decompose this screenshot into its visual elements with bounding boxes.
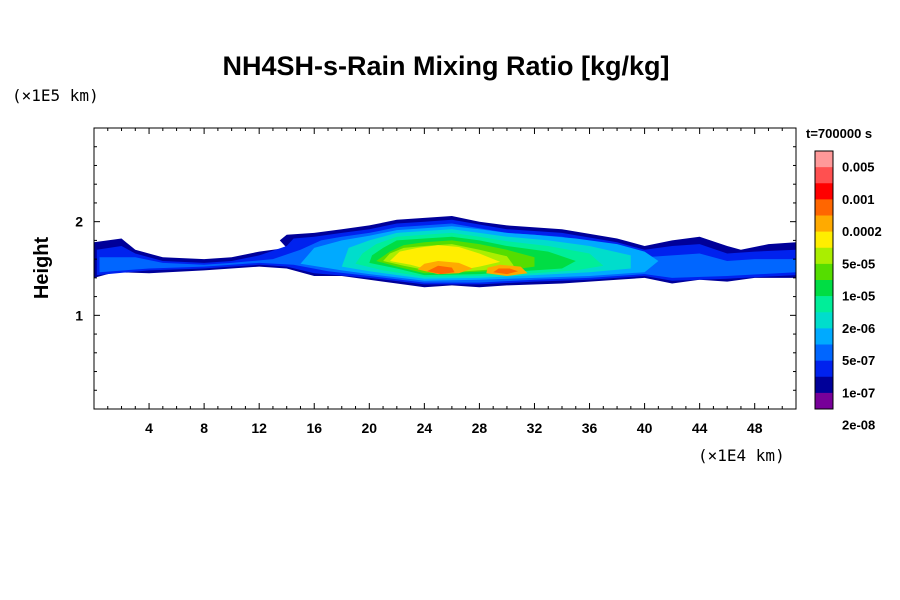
colorbar-label: 5e-05 <box>842 256 875 271</box>
colorbar-swatch <box>815 167 833 184</box>
x-tick-label: 40 <box>637 420 653 436</box>
x-tick-label: 44 <box>692 420 708 436</box>
x-tick-label: 36 <box>582 420 598 436</box>
x-tick-label: 16 <box>306 420 322 436</box>
colorbar-label: 0.005 <box>842 160 875 175</box>
y-tick-label: 1 <box>75 307 83 323</box>
y-axis-label: Height <box>31 237 53 300</box>
colorbar-swatch <box>815 199 833 216</box>
colorbar-swatch <box>815 392 833 410</box>
colorbar-swatch <box>815 280 833 297</box>
y-unit-label: (×1E5 km) <box>12 86 99 105</box>
colorbar-swatch <box>815 215 833 232</box>
colorbar-swatch <box>815 376 833 394</box>
colorbar-swatch <box>815 247 833 265</box>
x-tick-label: 48 <box>747 420 763 436</box>
colorbar-label: 0.001 <box>842 192 875 207</box>
plot-frame <box>93 127 797 410</box>
x-tick-label: 32 <box>527 420 543 436</box>
contour-fill-group <box>94 216 796 288</box>
x-tick-label: 28 <box>472 420 488 436</box>
colorbar-swatch <box>815 360 833 378</box>
x-tick-label: 24 <box>417 420 433 436</box>
contour-region-13 <box>493 268 518 275</box>
time-label: t=700000 s <box>806 126 872 141</box>
colorbar-swatch <box>815 231 833 249</box>
colorbar-frame <box>814 150 834 410</box>
colorbar-label: 2e-08 <box>842 418 875 433</box>
colorbar-label: 2e-06 <box>842 321 875 336</box>
colorbar-label: 1e-05 <box>842 289 875 304</box>
x-tick-label: 12 <box>251 420 267 436</box>
colorbar-label: 1e-07 <box>842 385 875 400</box>
contour-region-9 <box>389 245 501 271</box>
x-tick-label: 8 <box>200 420 208 436</box>
colorbar-swatch <box>815 151 833 168</box>
colorbar-swatch <box>815 328 833 345</box>
colorbar-swatch <box>815 183 833 200</box>
colorbar-swatch <box>815 344 833 361</box>
colorbar-label: 0.0002 <box>842 224 882 239</box>
x-tick-label: 4 <box>145 420 153 436</box>
y-tick-label: 2 <box>75 214 83 230</box>
colorbar-label: 5e-07 <box>842 353 875 368</box>
colorbar-swatch <box>815 312 833 329</box>
colorbar-swatch <box>815 263 833 281</box>
x-unit-label: (×1E4 km) <box>698 446 785 465</box>
colorbar: 0.005 0.001 0.0002 5e-05 1e-05 2e-06 5e-07 1e-0… <box>814 150 882 433</box>
contour-region-14 <box>651 259 796 276</box>
contour-region-12 <box>427 265 455 275</box>
chart-title: NH4SH-s-Rain Mixing Ratio [kg/kg] <box>222 51 669 81</box>
x-tick-label: 20 <box>362 420 378 436</box>
colorbar-swatch <box>815 296 833 313</box>
